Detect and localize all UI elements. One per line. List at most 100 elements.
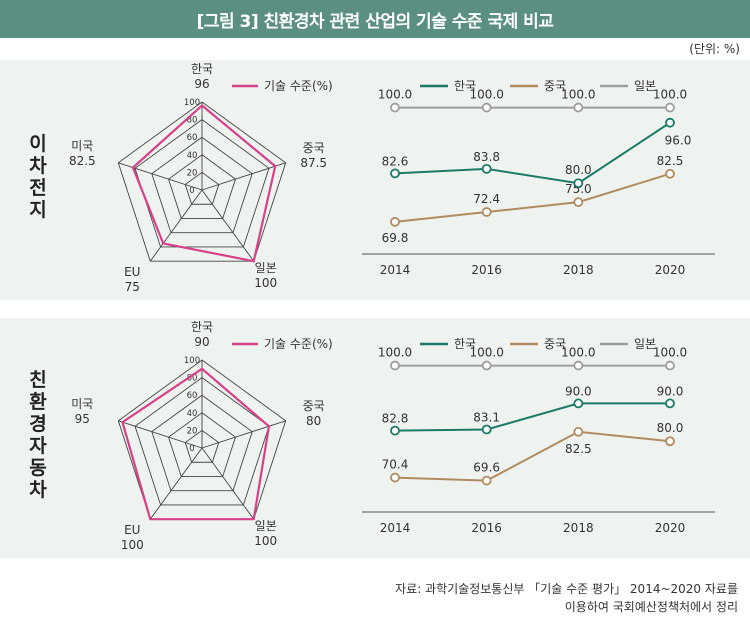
series-line-china bbox=[394, 430, 671, 482]
data-label-china: 70.4 bbox=[382, 458, 409, 472]
radar-legend-label: 기술 수준(%) bbox=[264, 337, 333, 351]
panel-battery: 이 차 전 지 0 20 40 60 80 100 한국 96 중국 87.5 일본 100 EU 75 미국 82.… bbox=[0, 60, 750, 300]
panel-label-char: 전 bbox=[29, 177, 46, 199]
data-label-china: 82.5 bbox=[565, 442, 592, 456]
data-point-japan bbox=[390, 102, 400, 113]
data-label-china: 69.8 bbox=[382, 231, 409, 245]
eco-vehicle-charts: 친환경자동차020406080100한국90중국80일본100EU100미국95… bbox=[29, 320, 715, 552]
data-label-korea: 96.0 bbox=[665, 134, 692, 148]
data-point-korea bbox=[390, 425, 400, 436]
data-point-china bbox=[573, 197, 584, 208]
data-point-japan bbox=[573, 102, 584, 113]
radar-tick-label: 40 bbox=[187, 409, 198, 419]
data-label-korea: 83.1 bbox=[473, 411, 500, 425]
radar-gridline bbox=[167, 412, 237, 477]
radar-tick-label: 80 bbox=[187, 116, 198, 126]
radar-axis-value: 95 bbox=[75, 412, 90, 426]
source-line-2: 이용하여 국회예산정책처에서 정리 bbox=[564, 600, 738, 614]
radar-axis-value: 80 bbox=[306, 414, 321, 428]
data-label-japan: 100.0 bbox=[561, 88, 595, 102]
data-label-korea: 82.8 bbox=[382, 412, 409, 426]
series-line-korea bbox=[394, 121, 671, 185]
data-label-korea: 90.0 bbox=[565, 384, 592, 398]
radar-legend-label: 기술 수준(%) bbox=[264, 79, 333, 93]
data-label-japan: 100.0 bbox=[653, 88, 687, 102]
x-tick-label: 2014 bbox=[380, 521, 411, 535]
x-tick-label: 2020 bbox=[655, 263, 686, 277]
data-label-korea: 83.8 bbox=[473, 150, 500, 164]
data-point-japan bbox=[481, 360, 492, 371]
x-tick-label: 2016 bbox=[471, 263, 502, 277]
legend-label-china: 중국 bbox=[544, 79, 566, 93]
legend-label-japan: 일본 bbox=[634, 79, 656, 93]
data-label-japan: 100.0 bbox=[561, 346, 595, 360]
radar-tick-label: 100 bbox=[184, 98, 200, 108]
data-point-korea bbox=[481, 163, 492, 174]
radar-series-polygon bbox=[131, 104, 277, 263]
radar-axis-name: 중국 bbox=[303, 399, 325, 413]
radar-axis-name: 한국 bbox=[191, 320, 213, 334]
data-point-china bbox=[390, 216, 400, 227]
data-label-japan: 100.0 bbox=[378, 88, 412, 102]
radar-axis-value: 100 bbox=[121, 538, 144, 552]
radar-tick-label: 0 bbox=[189, 444, 194, 454]
data-point-china bbox=[390, 472, 400, 483]
panel-label-char: 차 bbox=[29, 155, 47, 177]
radar-axis-name: 일본 bbox=[255, 261, 277, 275]
data-point-japan bbox=[573, 360, 584, 371]
radar-axis-value: 75 bbox=[125, 280, 140, 294]
radar-spoke bbox=[201, 447, 255, 520]
radar-axis-value: 100 bbox=[254, 534, 277, 548]
radar-series-polygon bbox=[121, 367, 271, 521]
radar-gridline bbox=[117, 101, 287, 262]
panel-label-char: 자 bbox=[29, 435, 47, 457]
data-point-japan bbox=[665, 360, 675, 371]
data-point-japan bbox=[665, 102, 675, 113]
panel-label-char: 동 bbox=[29, 457, 46, 479]
x-tick-label: 2018 bbox=[563, 263, 594, 277]
data-label-china: 75.0 bbox=[565, 182, 592, 196]
radar-axis-value: 82.5 bbox=[69, 154, 96, 168]
legend-label-korea: 한국 bbox=[454, 337, 476, 351]
panel-label-char: 환 bbox=[29, 391, 47, 413]
data-point-korea bbox=[665, 117, 675, 128]
data-label-china: 80.0 bbox=[657, 421, 684, 435]
series-line-china bbox=[394, 172, 671, 223]
data-point-japan bbox=[481, 102, 492, 113]
data-label-china: 82.5 bbox=[657, 154, 684, 168]
data-point-china bbox=[481, 475, 492, 486]
data-label-japan: 100.0 bbox=[653, 346, 687, 360]
panel-label-char: 경 bbox=[29, 413, 46, 435]
radar-tick-label: 20 bbox=[187, 426, 198, 436]
radar-tick-label: 60 bbox=[187, 133, 198, 143]
radar-tick-label: 20 bbox=[187, 168, 198, 178]
source-line-1: 자료: 과학기술정보통신부 「기술 수준 평가」 2014~2020 자료를 bbox=[395, 582, 738, 596]
radar-axis-name: 중국 bbox=[303, 141, 325, 155]
radar-axis-name: 한국 bbox=[191, 62, 213, 76]
data-point-china bbox=[665, 168, 675, 179]
figure-title: [그림 3] 친환경차 관련 산업의 기술 수준 국제 비교 bbox=[0, 0, 750, 38]
radar-axis-name: EU bbox=[124, 523, 140, 537]
data-point-china bbox=[573, 426, 584, 437]
radar-gridline bbox=[134, 119, 270, 248]
legend-label-korea: 한국 bbox=[454, 79, 476, 93]
panel-label-char: 이 bbox=[29, 133, 46, 155]
data-point-japan bbox=[390, 360, 400, 371]
data-label-korea: 82.6 bbox=[382, 154, 409, 168]
x-tick-label: 2014 bbox=[380, 263, 411, 277]
data-label-china: 72.4 bbox=[473, 192, 500, 206]
data-label-japan: 100.0 bbox=[378, 346, 412, 360]
data-label-korea: 90.0 bbox=[657, 384, 684, 398]
data-point-china bbox=[481, 207, 492, 217]
radar-tick-label: 0 bbox=[189, 186, 194, 196]
data-point-korea bbox=[665, 398, 675, 409]
radar-tick-label: 100 bbox=[184, 356, 200, 366]
legend-label-china: 중국 bbox=[544, 337, 566, 351]
data-label-japan: 100.0 bbox=[469, 88, 503, 102]
panel-label-char: 친 bbox=[29, 369, 46, 391]
unit-label: (단위: %) bbox=[689, 42, 740, 56]
data-point-korea bbox=[481, 424, 492, 435]
data-label-japan: 100.0 bbox=[469, 346, 503, 360]
data-label-china: 69.6 bbox=[473, 461, 500, 475]
radar-axis-name: 미국 bbox=[71, 139, 93, 153]
